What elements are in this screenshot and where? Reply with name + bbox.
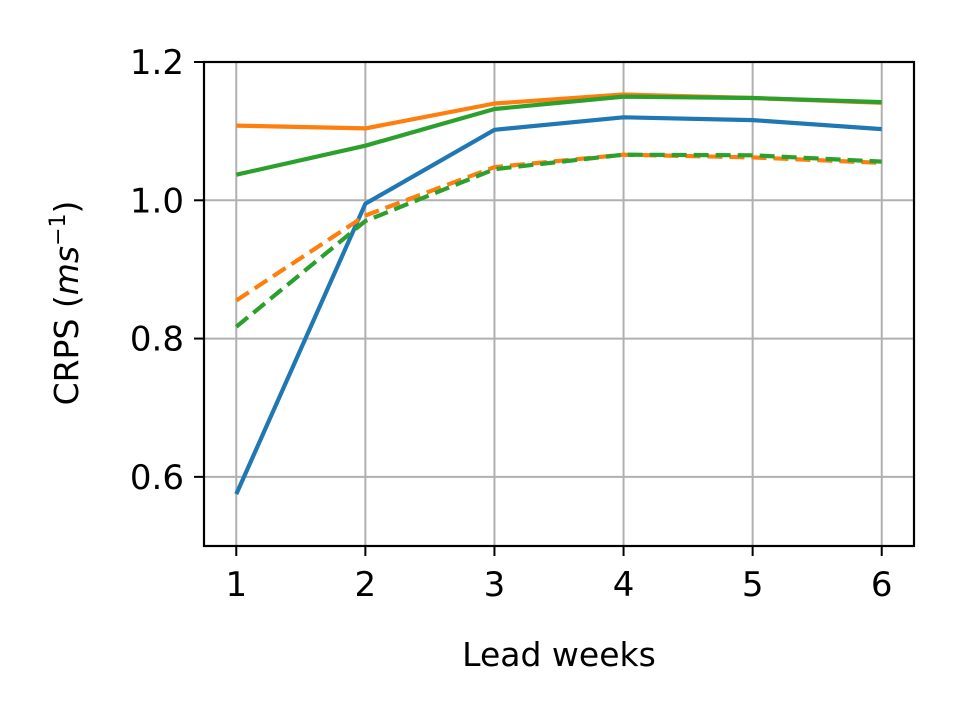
x-tick-label: 5 [742, 565, 764, 605]
x-tick-label: 4 [613, 565, 635, 605]
x-tick-label: 2 [355, 565, 377, 605]
y-axis-label-exponent: −1 [46, 213, 71, 245]
series-lines [234, 92, 882, 495]
series-line-1-solid [234, 115, 882, 495]
series-line-3-solid [235, 94, 882, 177]
series-line-5-dashed [234, 152, 882, 329]
x-axis-label: Lead weeks [462, 635, 656, 674]
x-tick-label: 3 [484, 565, 506, 605]
y-tick-label: 0.6 [130, 458, 184, 498]
y-axis-label-suffix: ) [47, 201, 86, 214]
plot-frame [202, 60, 916, 548]
x-tick-label: 1 [225, 565, 247, 605]
x-tick-label: 6 [871, 565, 893, 605]
grid-lines [204, 61, 914, 546]
y-axis-label: CRPS (ms−1) [46, 201, 86, 406]
y-tick-label: 1.0 [130, 181, 184, 221]
y-axis-label-unit: ms [47, 246, 86, 295]
y-tick-label: 1.2 [130, 43, 184, 83]
axis-ticks: 1 2 3 4 5 6 0.6 0.8 1.0 1.2 [130, 43, 893, 605]
y-axis-label-prefix: CRPS ( [47, 295, 86, 405]
y-tick-label: 0.8 [130, 320, 184, 360]
